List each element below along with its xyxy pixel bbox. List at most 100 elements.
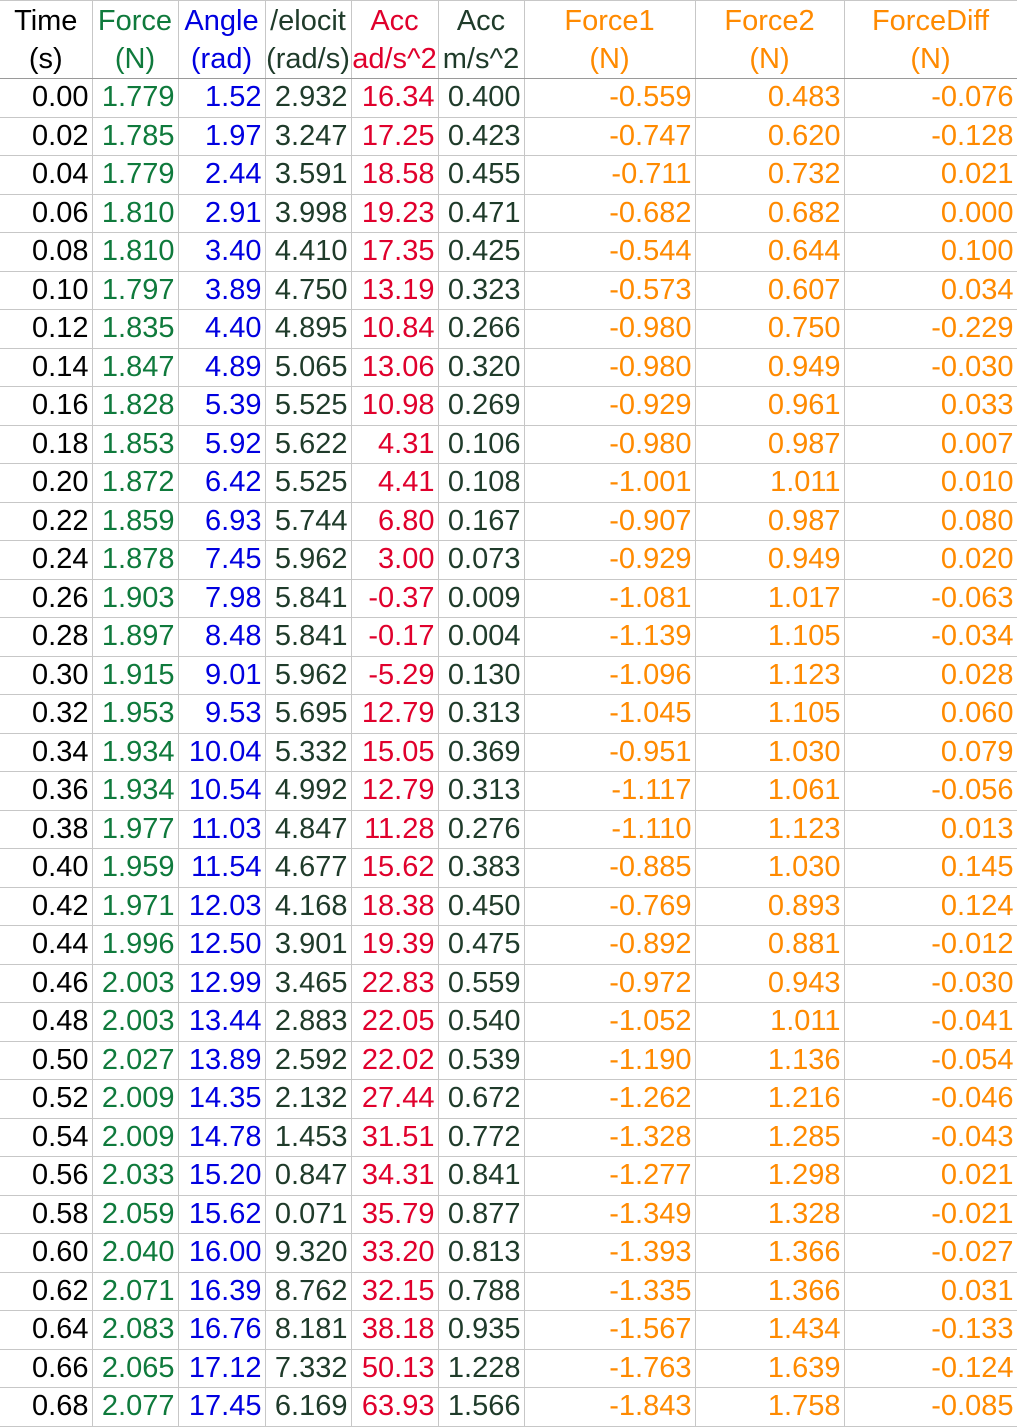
cell-force2[interactable]: 1.285 [694, 1117, 845, 1157]
cell-force1[interactable]: -0.544 [523, 232, 696, 272]
cell-velocity[interactable]: 3.591 [264, 155, 352, 195]
cell-time[interactable]: 0.36 [0, 771, 93, 811]
cell-time[interactable]: 0.04 [0, 155, 93, 195]
cell-acc_lin[interactable]: 0.425 [437, 232, 525, 272]
cell-force[interactable]: 1.853 [91, 424, 179, 464]
cell-forcediff[interactable]: 0.100 [843, 232, 1017, 272]
cell-force1[interactable]: -0.769 [523, 886, 696, 926]
cell-velocity[interactable]: 5.841 [264, 578, 352, 618]
cell-forcediff[interactable]: -0.041 [843, 1002, 1017, 1042]
cell-acc_ang[interactable]: 19.39 [350, 925, 439, 965]
cell-acc_lin[interactable]: 0.323 [437, 270, 525, 310]
cell-time[interactable]: 0.48 [0, 1002, 93, 1042]
column-header-time[interactable]: Time (s) [0, 0, 93, 79]
cell-force2[interactable]: 0.961 [694, 386, 845, 426]
cell-velocity[interactable]: 5.841 [264, 617, 352, 657]
cell-acc_lin[interactable]: 0.475 [437, 925, 525, 965]
cell-acc_ang[interactable]: 35.79 [350, 1194, 439, 1234]
cell-time[interactable]: 0.68 [0, 1387, 93, 1427]
cell-velocity[interactable]: 5.332 [264, 732, 352, 772]
cell-forcediff[interactable]: -0.063 [843, 578, 1017, 618]
cell-force2[interactable]: 1.105 [694, 617, 845, 657]
cell-time[interactable]: 0.40 [0, 848, 93, 888]
cell-force2[interactable]: 1.328 [694, 1194, 845, 1234]
cell-acc_ang[interactable]: 13.06 [350, 347, 439, 387]
cell-acc_lin[interactable]: 0.540 [437, 1002, 525, 1042]
cell-acc_lin[interactable]: 0.073 [437, 540, 525, 580]
cell-force2[interactable]: 0.893 [694, 886, 845, 926]
cell-time[interactable]: 0.60 [0, 1233, 93, 1273]
cell-angle[interactable]: 6.42 [177, 463, 266, 503]
cell-acc_ang[interactable]: 12.79 [350, 694, 439, 734]
cell-velocity[interactable]: 4.677 [264, 848, 352, 888]
cell-angle[interactable]: 16.39 [177, 1271, 266, 1311]
cell-acc_ang[interactable]: 22.02 [350, 1040, 439, 1080]
cell-force2[interactable]: 1.136 [694, 1040, 845, 1080]
cell-force1[interactable]: -0.892 [523, 925, 696, 965]
cell-acc_ang[interactable]: 17.35 [350, 232, 439, 272]
cell-angle[interactable]: 17.45 [177, 1387, 266, 1427]
cell-time[interactable]: 0.14 [0, 347, 93, 387]
cell-force2[interactable]: 0.881 [694, 925, 845, 965]
cell-force[interactable]: 2.009 [91, 1117, 179, 1157]
cell-forcediff[interactable]: 0.013 [843, 809, 1017, 849]
cell-forcediff[interactable]: 0.000 [843, 193, 1017, 233]
cell-force[interactable]: 1.828 [91, 386, 179, 426]
cell-force2[interactable]: 1.017 [694, 578, 845, 618]
cell-angle[interactable]: 12.99 [177, 963, 266, 1003]
cell-angle[interactable]: 1.52 [177, 78, 266, 118]
cell-acc_lin[interactable]: 0.471 [437, 193, 525, 233]
cell-velocity[interactable]: 0.071 [264, 1194, 352, 1234]
cell-velocity[interactable]: 4.750 [264, 270, 352, 310]
cell-velocity[interactable]: 4.410 [264, 232, 352, 272]
cell-angle[interactable]: 16.76 [177, 1310, 266, 1350]
cell-forcediff[interactable]: -0.076 [843, 78, 1017, 118]
cell-forcediff[interactable]: -0.085 [843, 1387, 1017, 1427]
cell-force1[interactable]: -1.110 [523, 809, 696, 849]
cell-force1[interactable]: -1.081 [523, 578, 696, 618]
cell-angle[interactable]: 2.44 [177, 155, 266, 195]
cell-acc_lin[interactable]: 0.130 [437, 655, 525, 695]
cell-force1[interactable]: -0.951 [523, 732, 696, 772]
column-header-force2[interactable]: Force2 (N) [694, 0, 845, 79]
cell-acc_lin[interactable]: 0.788 [437, 1271, 525, 1311]
cell-acc_lin[interactable]: 0.167 [437, 501, 525, 541]
cell-time[interactable]: 0.38 [0, 809, 93, 849]
cell-angle[interactable]: 3.40 [177, 232, 266, 272]
cell-velocity[interactable]: 4.992 [264, 771, 352, 811]
cell-angle[interactable]: 13.89 [177, 1040, 266, 1080]
cell-force2[interactable]: 0.682 [694, 193, 845, 233]
cell-time[interactable]: 0.20 [0, 463, 93, 503]
cell-angle[interactable]: 11.03 [177, 809, 266, 849]
cell-acc_ang[interactable]: 34.31 [350, 1156, 439, 1196]
cell-force2[interactable]: 0.943 [694, 963, 845, 1003]
cell-acc_lin[interactable]: 1.228 [437, 1348, 525, 1388]
cell-force2[interactable]: 1.030 [694, 732, 845, 772]
cell-acc_lin[interactable]: 0.813 [437, 1233, 525, 1273]
cell-force1[interactable]: -0.682 [523, 193, 696, 233]
cell-angle[interactable]: 12.50 [177, 925, 266, 965]
cell-force2[interactable]: 1.123 [694, 809, 845, 849]
cell-force1[interactable]: -1.567 [523, 1310, 696, 1350]
cell-force2[interactable]: 1.366 [694, 1233, 845, 1273]
cell-angle[interactable]: 10.54 [177, 771, 266, 811]
cell-force2[interactable]: 1.030 [694, 848, 845, 888]
cell-force[interactable]: 1.971 [91, 886, 179, 926]
cell-acc_lin[interactable]: 0.369 [437, 732, 525, 772]
cell-force1[interactable]: -0.929 [523, 540, 696, 580]
cell-velocity[interactable]: 5.962 [264, 655, 352, 695]
cell-forcediff[interactable]: -0.030 [843, 347, 1017, 387]
cell-force1[interactable]: -0.972 [523, 963, 696, 1003]
cell-force[interactable]: 1.847 [91, 347, 179, 387]
cell-force2[interactable]: 0.987 [694, 501, 845, 541]
cell-velocity[interactable]: 4.168 [264, 886, 352, 926]
cell-force1[interactable]: -0.573 [523, 270, 696, 310]
cell-velocity[interactable]: 5.622 [264, 424, 352, 464]
cell-force2[interactable]: 1.758 [694, 1387, 845, 1427]
cell-force1[interactable]: -1.117 [523, 771, 696, 811]
cell-acc_lin[interactable]: 0.450 [437, 886, 525, 926]
cell-force[interactable]: 1.897 [91, 617, 179, 657]
cell-force2[interactable]: 1.366 [694, 1271, 845, 1311]
column-header-acc_lin[interactable]: Acc m/s^2 [437, 0, 525, 79]
cell-force[interactable]: 1.810 [91, 232, 179, 272]
